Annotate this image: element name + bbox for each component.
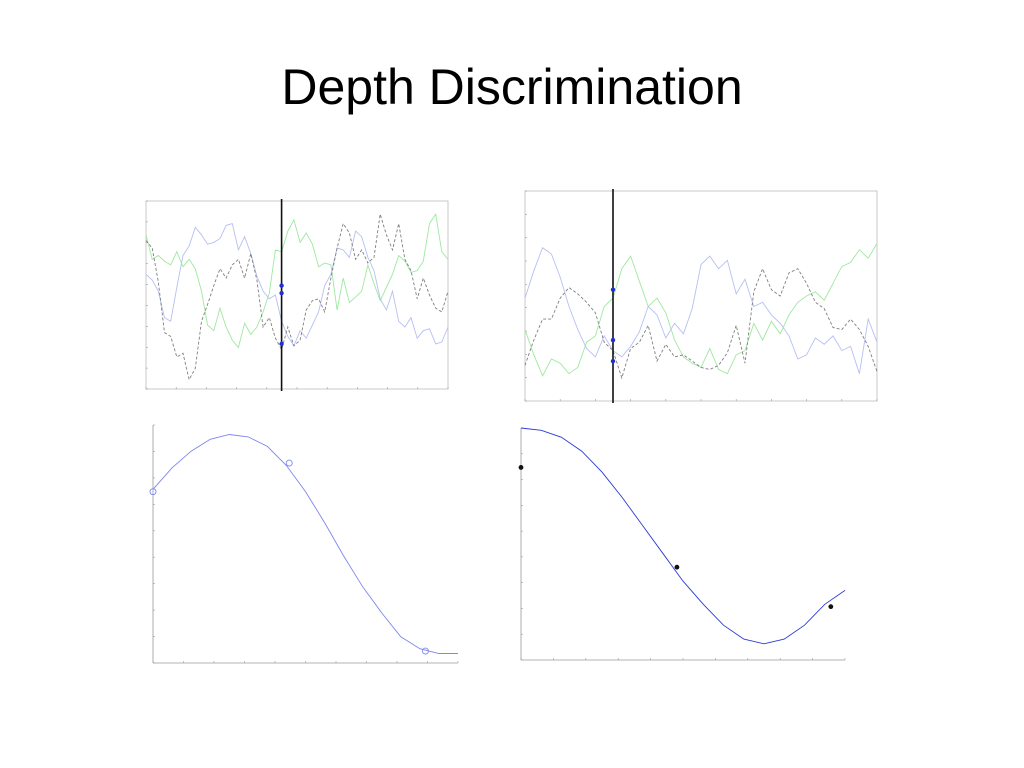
data-point bbox=[828, 604, 834, 610]
plot-frame bbox=[145, 200, 449, 390]
marker-point bbox=[279, 290, 284, 296]
series-line-2 bbox=[524, 246, 878, 374]
data-point bbox=[149, 488, 157, 496]
data-point bbox=[285, 459, 293, 467]
marker-point bbox=[610, 337, 616, 343]
slide-title: Depth Discrimination bbox=[281, 59, 743, 115]
data-point bbox=[422, 647, 429, 655]
chart-top-right bbox=[524, 189, 878, 403]
series-line-1 bbox=[152, 434, 458, 654]
series-line-2 bbox=[145, 223, 449, 347]
series-line-1 bbox=[145, 212, 449, 349]
plot-frame bbox=[524, 190, 878, 402]
series-line-3 bbox=[145, 214, 449, 381]
data-point bbox=[518, 465, 524, 470]
chart-top-left bbox=[145, 199, 449, 391]
marker-point bbox=[610, 358, 616, 364]
data-point bbox=[674, 564, 680, 570]
marker-point bbox=[610, 287, 616, 292]
series-line-3 bbox=[524, 267, 878, 380]
chart-bottom-left bbox=[149, 424, 459, 664]
marker-point bbox=[279, 283, 284, 288]
chart-bottom-right bbox=[518, 427, 846, 661]
series-line-1 bbox=[520, 427, 846, 645]
marker-point bbox=[279, 341, 284, 347]
